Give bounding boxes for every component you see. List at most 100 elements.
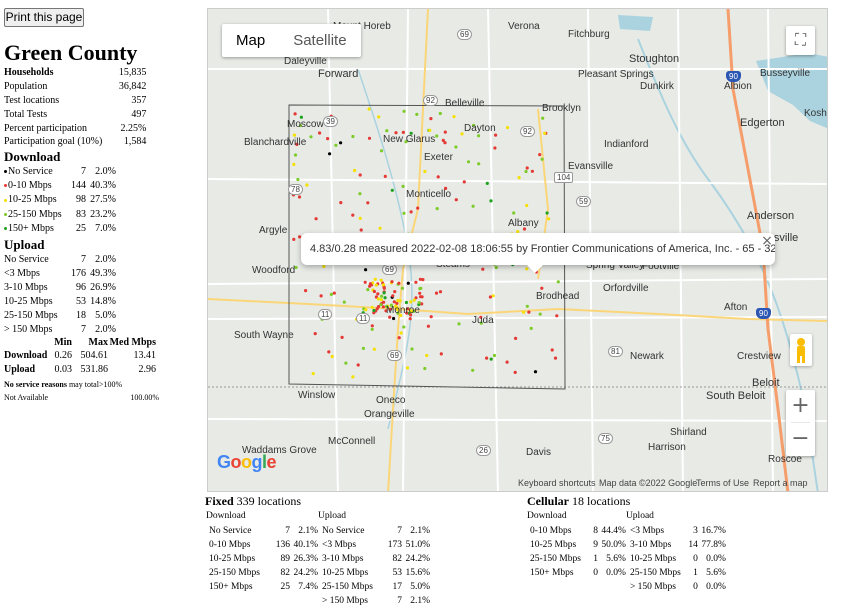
test-point[interactable] [322, 264, 326, 269]
test-point[interactable] [327, 350, 331, 354]
test-point[interactable] [479, 315, 483, 319]
test-point[interactable] [359, 228, 363, 232]
test-point[interactable] [462, 180, 466, 184]
test-point[interactable] [543, 131, 547, 135]
test-point[interactable] [429, 315, 433, 319]
test-point[interactable] [311, 372, 315, 376]
test-point[interactable] [522, 310, 526, 314]
test-point[interactable] [370, 327, 374, 331]
test-point[interactable] [340, 335, 344, 339]
keyboard-shortcuts-link[interactable]: Keyboard shortcuts [518, 478, 596, 488]
test-point[interactable] [389, 303, 393, 307]
test-point[interactable] [388, 307, 392, 311]
test-point[interactable] [353, 168, 357, 173]
test-point[interactable] [525, 304, 529, 308]
test-point[interactable] [390, 280, 394, 284]
test-point[interactable] [408, 317, 412, 321]
google-logo[interactable]: Google [217, 452, 277, 472]
test-point[interactable] [540, 157, 544, 161]
test-point[interactable] [438, 111, 442, 116]
test-point[interactable] [385, 129, 389, 133]
test-point[interactable] [547, 217, 551, 221]
test-point[interactable] [358, 192, 362, 196]
test-point[interactable] [396, 308, 400, 312]
test-point[interactable] [372, 347, 376, 351]
test-point[interactable] [454, 145, 458, 149]
test-point[interactable] [376, 292, 380, 296]
test-point[interactable] [292, 162, 296, 166]
test-point[interactable] [330, 354, 334, 359]
test-point[interactable] [477, 134, 481, 138]
test-point[interactable] [545, 211, 549, 215]
zoom-in-button[interactable]: + [791, 393, 810, 418]
test-point[interactable] [292, 237, 296, 241]
test-point[interactable] [309, 135, 313, 139]
test-point[interactable] [481, 267, 485, 271]
test-point[interactable] [366, 201, 370, 205]
test-point[interactable] [399, 313, 403, 317]
test-point[interactable] [305, 183, 309, 187]
test-point[interactable] [299, 115, 303, 119]
test-point[interactable] [493, 146, 497, 150]
test-point[interactable] [434, 291, 439, 295]
test-point[interactable] [339, 141, 343, 145]
map-view[interactable]: Daleyville Forward Mount Horeb Verona Fi… [207, 8, 828, 492]
test-point[interactable] [513, 370, 517, 374]
test-point[interactable] [444, 186, 448, 190]
test-point[interactable] [374, 295, 378, 299]
test-point[interactable] [372, 311, 376, 315]
test-point[interactable] [390, 188, 394, 192]
test-point[interactable] [538, 153, 542, 157]
test-point[interactable] [489, 199, 493, 203]
test-point[interactable] [527, 310, 531, 314]
test-point[interactable] [457, 322, 461, 326]
test-point[interactable] [319, 294, 323, 298]
test-point[interactable] [466, 160, 471, 164]
test-point[interactable] [313, 332, 317, 336]
tab-satellite[interactable]: Satellite [293, 32, 347, 49]
test-point[interactable] [399, 331, 403, 335]
test-point[interactable] [494, 133, 498, 137]
test-point[interactable] [492, 353, 497, 358]
test-point[interactable] [479, 321, 483, 325]
test-point[interactable] [438, 290, 443, 294]
test-point[interactable] [416, 206, 420, 210]
tab-map[interactable]: Map [236, 32, 266, 49]
test-point[interactable] [370, 324, 374, 328]
test-point[interactable] [372, 308, 376, 313]
test-point[interactable] [339, 201, 343, 205]
test-point[interactable] [328, 152, 332, 156]
test-point[interactable] [395, 301, 399, 305]
test-point[interactable] [388, 315, 392, 319]
test-point[interactable] [550, 348, 554, 352]
test-point[interactable] [429, 117, 433, 121]
test-point[interactable] [374, 283, 378, 287]
test-point[interactable] [397, 281, 401, 285]
test-point[interactable] [477, 162, 481, 166]
test-point[interactable] [525, 203, 529, 208]
test-point[interactable] [525, 166, 529, 170]
test-point[interactable] [358, 173, 362, 177]
test-point[interactable] [412, 309, 416, 313]
print-button[interactable]: Print this page [4, 8, 84, 27]
test-point[interactable] [392, 316, 396, 321]
test-point[interactable] [406, 281, 410, 285]
test-point[interactable] [409, 131, 413, 135]
test-point[interactable] [379, 278, 383, 282]
test-point[interactable] [396, 298, 400, 303]
test-point[interactable] [376, 297, 380, 301]
test-point[interactable] [342, 300, 346, 304]
test-point[interactable] [391, 294, 395, 298]
street-view-pegman[interactable] [790, 334, 812, 366]
test-point[interactable] [524, 169, 528, 174]
test-point[interactable] [397, 336, 401, 340]
test-point[interactable] [409, 309, 413, 313]
test-point[interactable] [351, 134, 355, 139]
test-point[interactable] [401, 184, 405, 188]
test-point[interactable] [404, 140, 408, 144]
test-point[interactable] [488, 295, 492, 299]
test-point[interactable] [297, 195, 302, 199]
test-point[interactable] [298, 123, 302, 128]
test-point[interactable] [382, 291, 386, 295]
test-point[interactable] [383, 296, 387, 300]
